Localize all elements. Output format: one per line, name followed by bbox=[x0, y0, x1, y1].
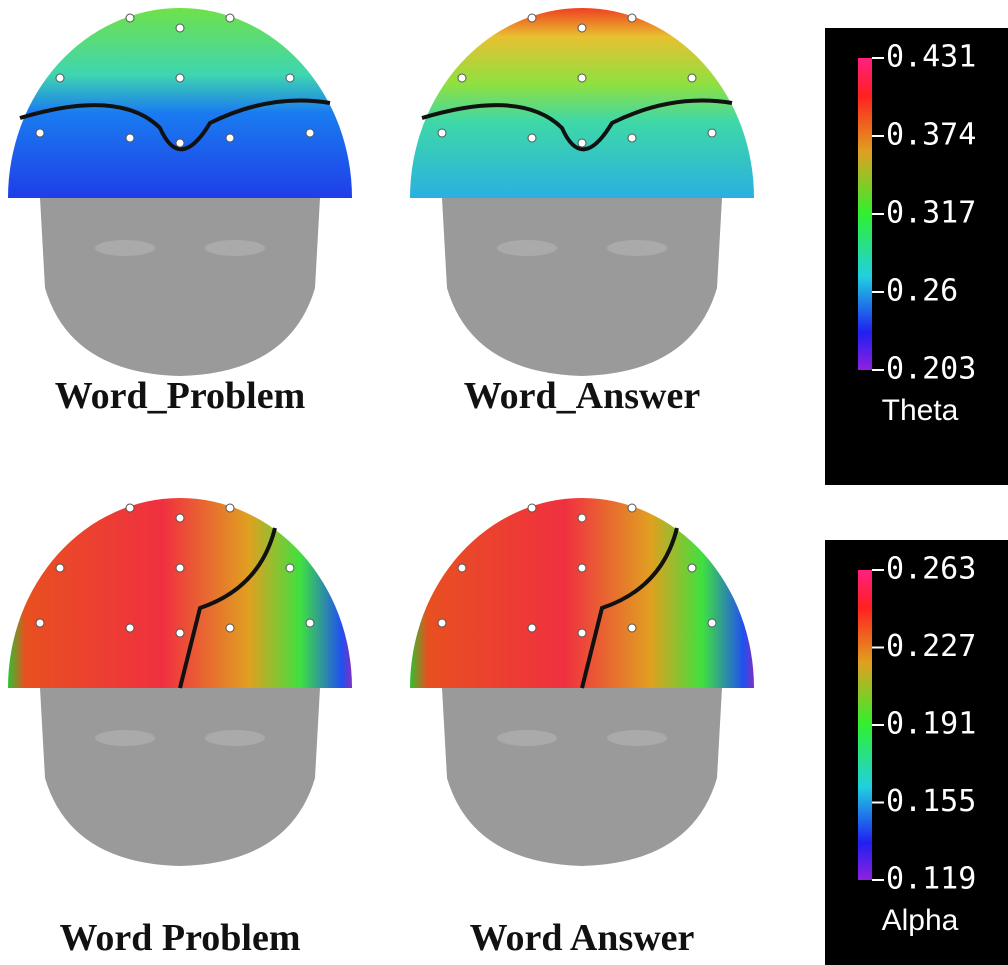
colorbar-tick-label: 0.155 bbox=[886, 784, 976, 819]
electrode bbox=[457, 563, 467, 573]
scalp bbox=[410, 498, 754, 688]
scalp bbox=[8, 8, 352, 198]
electrode bbox=[175, 73, 185, 83]
face bbox=[40, 198, 320, 376]
panel-label: Word Problem bbox=[59, 917, 300, 959]
contour bbox=[580, 527, 679, 689]
electrode bbox=[437, 618, 447, 628]
electrode bbox=[527, 13, 537, 23]
electrode bbox=[687, 73, 697, 83]
electrode bbox=[35, 128, 45, 138]
colorbar-label: Alpha bbox=[882, 904, 959, 937]
electrode bbox=[285, 563, 295, 573]
electrode bbox=[437, 128, 447, 138]
colorbar-tick-label: 0.26 bbox=[886, 274, 958, 309]
head-map bbox=[410, 498, 754, 866]
contour bbox=[19, 98, 331, 152]
eye bbox=[497, 240, 557, 256]
electrode bbox=[225, 13, 235, 23]
electrode bbox=[687, 563, 697, 573]
electrode bbox=[457, 73, 467, 83]
scalp bbox=[8, 498, 352, 688]
electrode bbox=[577, 138, 587, 148]
electrode bbox=[35, 618, 45, 628]
electrode bbox=[55, 563, 65, 573]
colorbar-box bbox=[825, 28, 1008, 485]
eye bbox=[607, 730, 667, 746]
head-map bbox=[410, 8, 754, 376]
panel-label: Word_Answer bbox=[464, 375, 701, 417]
electrode bbox=[55, 73, 65, 83]
panel-label: Word_Problem bbox=[55, 375, 306, 417]
colorbar-tick-label: 0.431 bbox=[886, 40, 976, 75]
colorbar-label: Theta bbox=[882, 394, 959, 427]
electrode bbox=[175, 563, 185, 573]
face bbox=[442, 198, 722, 376]
colorbar-tick-label: 0.119 bbox=[886, 862, 976, 897]
scalp bbox=[410, 8, 754, 198]
eye bbox=[95, 730, 155, 746]
electrode bbox=[285, 73, 295, 83]
colorbar-box bbox=[825, 540, 1008, 965]
colorbar-tick-label: 0.203 bbox=[886, 352, 976, 387]
panel-label: Word Answer bbox=[470, 917, 695, 959]
electrode bbox=[175, 23, 185, 33]
electrode bbox=[577, 563, 587, 573]
electrode bbox=[627, 13, 637, 23]
electrode bbox=[627, 133, 637, 143]
eye bbox=[95, 240, 155, 256]
electrode bbox=[125, 623, 135, 633]
electrode bbox=[305, 618, 315, 628]
eye bbox=[205, 730, 265, 746]
electrode bbox=[125, 503, 135, 513]
electrode bbox=[627, 503, 637, 513]
colorbar-tick-label: 0.263 bbox=[886, 552, 976, 587]
colorbar-tick-label: 0.227 bbox=[886, 629, 976, 664]
electrode bbox=[577, 513, 587, 523]
head-map bbox=[8, 498, 352, 866]
contour bbox=[178, 527, 277, 689]
electrode bbox=[175, 513, 185, 523]
electrode bbox=[527, 133, 537, 143]
electrode bbox=[225, 133, 235, 143]
face bbox=[40, 688, 320, 866]
colorbar bbox=[858, 570, 872, 880]
electrode bbox=[707, 128, 717, 138]
electrode bbox=[125, 133, 135, 143]
electrode bbox=[627, 623, 637, 633]
electrode bbox=[527, 503, 537, 513]
eye bbox=[607, 240, 667, 256]
electrode bbox=[577, 73, 587, 83]
face bbox=[442, 688, 722, 866]
colorbar-tick-label: 0.374 bbox=[886, 118, 976, 153]
colorbar bbox=[858, 58, 872, 370]
electrode bbox=[225, 503, 235, 513]
electrode bbox=[175, 628, 185, 638]
electrode bbox=[577, 628, 587, 638]
colorbar-tick-label: 0.191 bbox=[886, 707, 976, 742]
electrode bbox=[125, 13, 135, 23]
electrode bbox=[225, 623, 235, 633]
eye bbox=[205, 240, 265, 256]
eye bbox=[497, 730, 557, 746]
contour bbox=[421, 98, 733, 152]
electrode bbox=[175, 138, 185, 148]
head-map bbox=[8, 8, 352, 376]
electrode bbox=[527, 623, 537, 633]
electrode bbox=[577, 23, 587, 33]
electrode bbox=[305, 128, 315, 138]
colorbar-tick-label: 0.317 bbox=[886, 196, 976, 231]
electrode bbox=[707, 618, 717, 628]
